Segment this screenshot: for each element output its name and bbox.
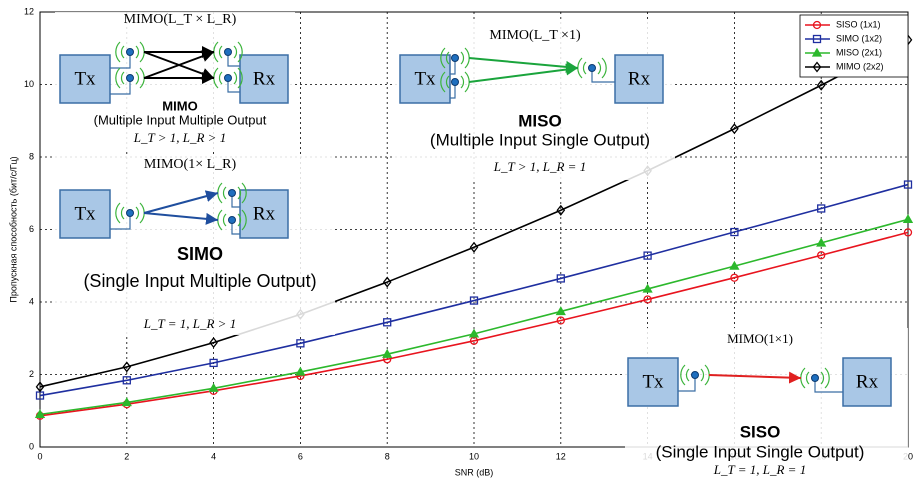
diagram-condition: L_T > 1, L_R > 1 <box>133 130 226 145</box>
x-tick-label: 4 <box>211 451 216 461</box>
device-label: Tx <box>642 371 664 392</box>
legend-label: SISO (1x1) <box>836 19 881 29</box>
antenna <box>127 49 134 56</box>
antenna <box>225 49 232 56</box>
diagram-formula: MIMO(1× L_R) <box>144 157 237 172</box>
diagram-subtitle: (Multiple Input Single Output) <box>430 130 650 149</box>
diagram-formula: MIMO(L_T ×1) <box>489 28 581 43</box>
y-tick-label: 6 <box>29 224 34 234</box>
antenna <box>589 65 596 72</box>
diagram-title: MIMO <box>162 98 197 113</box>
diagram-condition: L_T > 1, L_R = 1 <box>493 159 586 174</box>
antenna <box>127 75 134 82</box>
diagram-title: SIMO <box>177 244 223 264</box>
y-tick-label: 12 <box>24 6 34 16</box>
antenna <box>452 55 459 62</box>
antenna <box>452 79 459 86</box>
legend-label: MISO (2x1) <box>836 47 882 57</box>
marker <box>904 215 912 222</box>
diagram-title: SISO <box>740 422 781 441</box>
y-tick-label: 4 <box>29 296 34 306</box>
y-tick-label: 8 <box>29 151 34 161</box>
antenna <box>225 75 232 82</box>
diagram-formula: MIMO(L_T × L_R) <box>124 12 237 27</box>
x-tick-label: 12 <box>556 451 566 461</box>
x-tick-label: 6 <box>298 451 303 461</box>
legend-label: SIMO (1x2) <box>836 33 882 43</box>
y-tick-label: 2 <box>29 369 34 379</box>
diagram-condition: L_T = 1, L_R = 1 <box>713 462 806 477</box>
diagram-title: MISO <box>518 111 561 130</box>
x-tick-label: 0 <box>37 451 42 461</box>
chart: 02468101202468101214161820SNR (dB)Пропус… <box>0 0 913 481</box>
x-axis-label: SNR (dB) <box>455 467 494 477</box>
device-label: Tx <box>74 68 96 89</box>
x-tick-label: 2 <box>124 451 129 461</box>
antenna <box>127 210 134 217</box>
device-label: Rx <box>628 68 651 89</box>
antenna <box>812 375 819 382</box>
x-tick-label: 8 <box>385 451 390 461</box>
device-label: Rx <box>856 371 879 392</box>
diagram-formula: MIMO(1×1) <box>727 331 793 346</box>
device-label: Tx <box>414 68 436 89</box>
antenna <box>692 372 699 379</box>
legend-label: MIMO (2x2) <box>836 61 884 71</box>
antenna <box>229 190 236 197</box>
device-label: Rx <box>253 68 276 89</box>
antenna <box>229 217 236 224</box>
y-tick-label: 10 <box>24 79 34 89</box>
diagram-condition: L_T = 1, L_R > 1 <box>143 316 236 331</box>
device-label: Tx <box>74 203 96 224</box>
diagram-subtitle: (Multiple Input Multiple Output <box>94 112 267 127</box>
diagram-subtitle: (Single Input Multiple Output) <box>83 271 316 291</box>
y-tick-label: 0 <box>29 441 34 451</box>
x-tick-label: 10 <box>469 451 479 461</box>
y-axis-label: Пропускная способность (бит/с/Гц) <box>8 156 18 302</box>
device-label: Rx <box>253 203 276 224</box>
diagram-subtitle: (Single Input Single Output) <box>656 442 865 461</box>
